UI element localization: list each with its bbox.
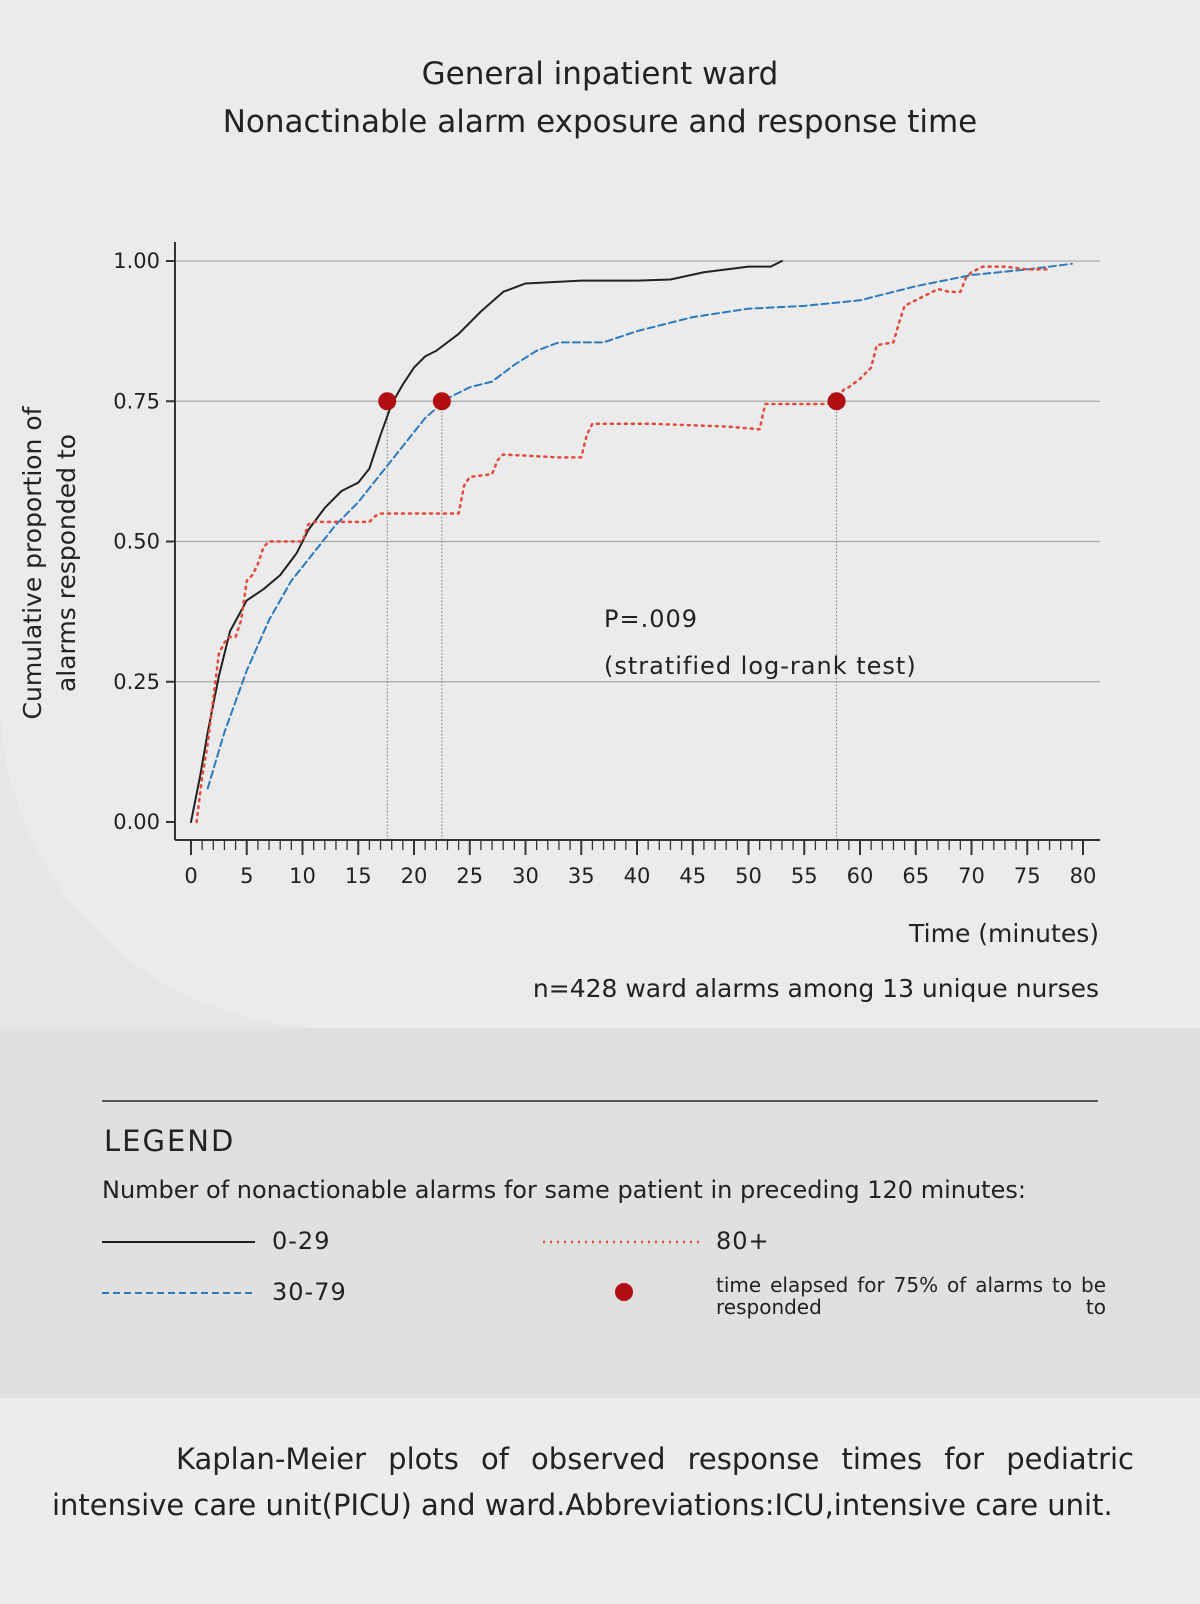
- legend-heading: LEGEND: [104, 1124, 236, 1158]
- test-name-annotation: (stratified log-rank test): [604, 652, 917, 680]
- x-tick-label: 80: [1070, 864, 1097, 888]
- x-tick-label: 20: [401, 864, 428, 888]
- legend-subheading: Number of nonactionable alarms for same …: [102, 1176, 1026, 1204]
- x-tick-label: 55: [791, 864, 818, 888]
- series-line-30-79: [206, 262, 1073, 790]
- x-tick-label: 60: [847, 864, 874, 888]
- y-axis-label-line2: alarms responded to: [52, 434, 81, 692]
- x-tick-label: 75: [1014, 864, 1041, 888]
- x-tick-label: 40: [624, 864, 651, 888]
- figure-caption: Kaplan-Meier plots of observed response …: [52, 1442, 1134, 1522]
- y-axis-label-line1: Cumulative proportion of: [18, 405, 47, 719]
- legend-label-80-plus: 80+: [716, 1227, 770, 1255]
- x-tick-label: 30: [512, 864, 539, 888]
- x-tick-label: 25: [456, 864, 483, 888]
- legend-label-0-29: 0-29: [272, 1227, 331, 1255]
- caption-panel-background: [0, 1398, 1200, 1604]
- chart-title: General inpatient ward: [421, 56, 779, 92]
- kaplan-meier-chart: 0.00 0.25 0.50 0.75 1.00 0 5 10 15 20 25 30 35 40 45 50…: [18, 242, 1100, 1003]
- seventy-five-percent-marker: [432, 392, 451, 411]
- seventy-five-percent-marker: [827, 392, 846, 411]
- y-tick-label: 0.25: [113, 670, 160, 694]
- x-tick-label: 45: [679, 864, 706, 888]
- x-tick-label: 10: [289, 864, 316, 888]
- y-tick-label: 1.00: [113, 249, 160, 273]
- chart-panel-background: [0, 0, 1200, 1028]
- legend-label-30-79: 30-79: [272, 1278, 347, 1306]
- seventy-five-percent-marker: [378, 392, 397, 411]
- series-line-80+: [195, 265, 1051, 824]
- x-tick-label: 50: [735, 864, 762, 888]
- p-value-annotation: P=.009: [604, 605, 698, 633]
- y-tick-label: 0.50: [113, 530, 160, 554]
- sample-size-note: n=428 ward alarms among 13 unique nurses: [533, 974, 1099, 1003]
- x-tick-label: 70: [958, 864, 985, 888]
- x-tick-label: 35: [568, 864, 595, 888]
- legend-panel-background: [0, 1028, 1200, 1398]
- legend-divider: [102, 1100, 1098, 1102]
- x-tick-label: 65: [902, 864, 929, 888]
- legend-label-marker: time elapsed for 75% of alarms to be res…: [716, 1273, 1106, 1319]
- x-tick-label: 5: [240, 864, 253, 888]
- chart-subtitle: Nonactinable alarm exposure and response…: [222, 104, 978, 140]
- y-tick-label: 0.00: [113, 810, 160, 834]
- x-axis-label: Time (minutes): [908, 919, 1099, 948]
- x-tick-label: 0: [184, 864, 197, 888]
- y-tick-label: 0.75: [113, 389, 160, 413]
- x-tick-label: 15: [345, 864, 372, 888]
